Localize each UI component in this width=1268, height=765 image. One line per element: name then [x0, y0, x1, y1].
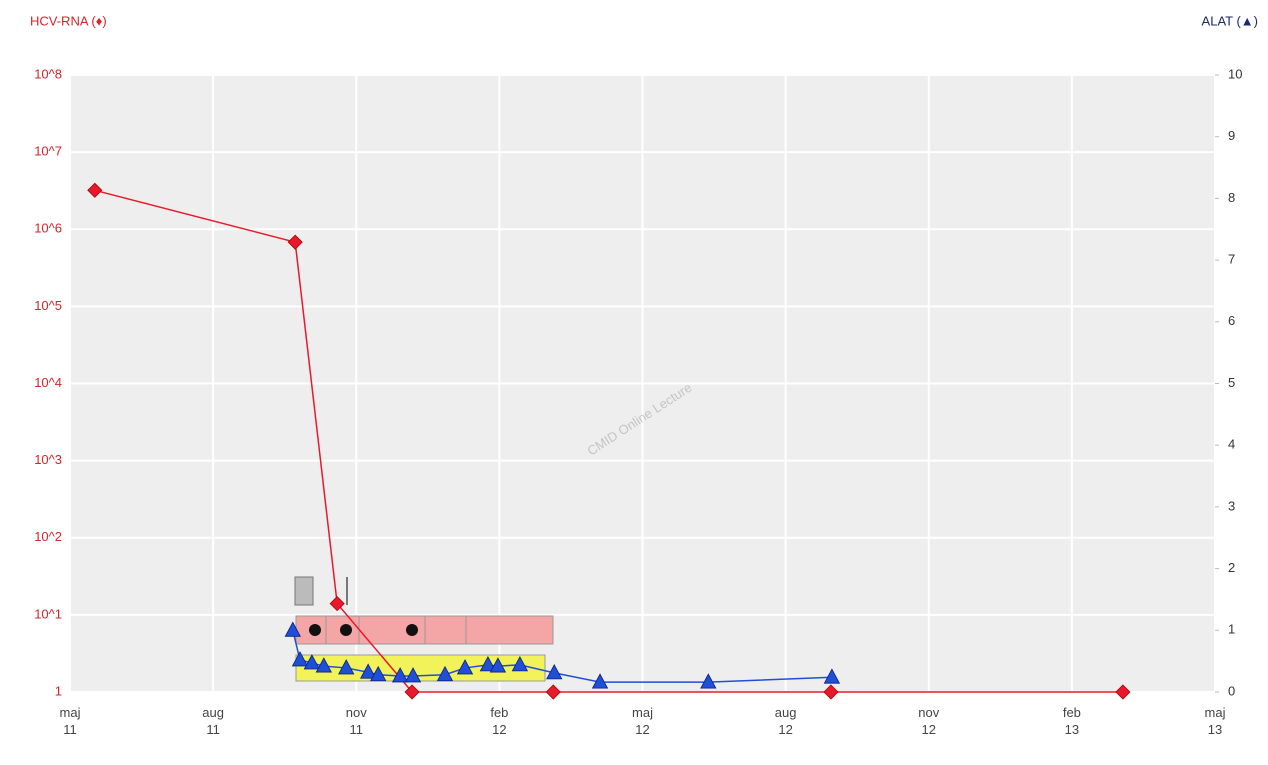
triangle-marker	[303, 654, 321, 670]
diamond-marker	[1115, 684, 1131, 700]
y-tick-label: 10^1	[34, 606, 62, 621]
y-tick-label: 1	[55, 683, 62, 698]
y2-tick-label: 1	[1228, 622, 1235, 637]
dose-dot	[406, 624, 418, 636]
x-tick-label: maj 12	[632, 705, 653, 737]
y-tick-label: 10^7	[34, 144, 62, 159]
triangle-marker	[360, 663, 377, 679]
x-tick-label: nov 11	[346, 705, 367, 737]
diamond-marker	[404, 684, 420, 700]
triangle-marker	[284, 621, 301, 637]
triangle-marker	[591, 673, 609, 689]
x-tick-label: feb 12	[490, 705, 508, 737]
diamond-marker	[329, 596, 345, 612]
y-tick-label: 10^5	[34, 298, 62, 313]
y2-tick-label: 10	[1228, 66, 1242, 81]
triangle-marker	[315, 657, 332, 673]
dose-dot	[309, 624, 321, 636]
triangle-marker	[456, 659, 474, 675]
y2-tick-label: 4	[1228, 437, 1235, 452]
triangle-marker	[546, 664, 563, 680]
y-tick-label: 10^4	[34, 375, 62, 390]
y2-tick-label: 0	[1228, 683, 1235, 698]
triangle-marker	[291, 651, 309, 667]
triangle-marker	[404, 667, 422, 683]
right-axis-title: ALAT (▲)	[1202, 13, 1258, 28]
x-tick-label: nov 12	[918, 705, 939, 737]
x-tick-label: maj 11	[60, 705, 81, 737]
y-tick-label: 10^2	[34, 529, 62, 544]
x-tick-label: feb 13	[1063, 705, 1081, 737]
y2-tick-label: 6	[1228, 313, 1235, 328]
grid	[69, 74, 1216, 693]
left-axis-title: HCV-RNA (♦)	[30, 13, 107, 28]
triangle-marker	[338, 659, 355, 675]
y-tick-label: 10^8	[34, 66, 62, 81]
x-tick-label: aug 12	[775, 705, 797, 737]
y-tick-label: 10^3	[34, 452, 62, 467]
y2-tick-label: 8	[1228, 190, 1235, 205]
triangle-marker	[370, 665, 387, 682]
diamond-marker	[287, 234, 303, 250]
y2-tick-label: 3	[1228, 498, 1235, 513]
triangle-marker	[489, 657, 507, 673]
marker-box	[294, 576, 314, 606]
triangle-marker	[391, 667, 409, 683]
y2-tick-label: 9	[1228, 128, 1235, 143]
triangle-marker	[700, 673, 717, 689]
dose-dot	[340, 624, 352, 636]
diamond-marker	[87, 182, 103, 198]
y2-tick-label: 5	[1228, 375, 1235, 390]
y2-tick-label: 2	[1228, 560, 1235, 575]
x-tick-label: maj 13	[1205, 705, 1226, 737]
triangle-marker	[823, 668, 841, 684]
diamond-marker	[545, 684, 561, 700]
y-tick-label: 10^6	[34, 221, 62, 236]
x-tick-label: aug 11	[202, 705, 224, 737]
treatment-bar	[295, 654, 546, 682]
triangle-marker	[479, 656, 497, 672]
diamond-marker	[823, 684, 839, 700]
triangle-marker	[511, 656, 529, 672]
triangle-marker	[436, 665, 454, 682]
y2-tick-label: 7	[1228, 252, 1235, 267]
